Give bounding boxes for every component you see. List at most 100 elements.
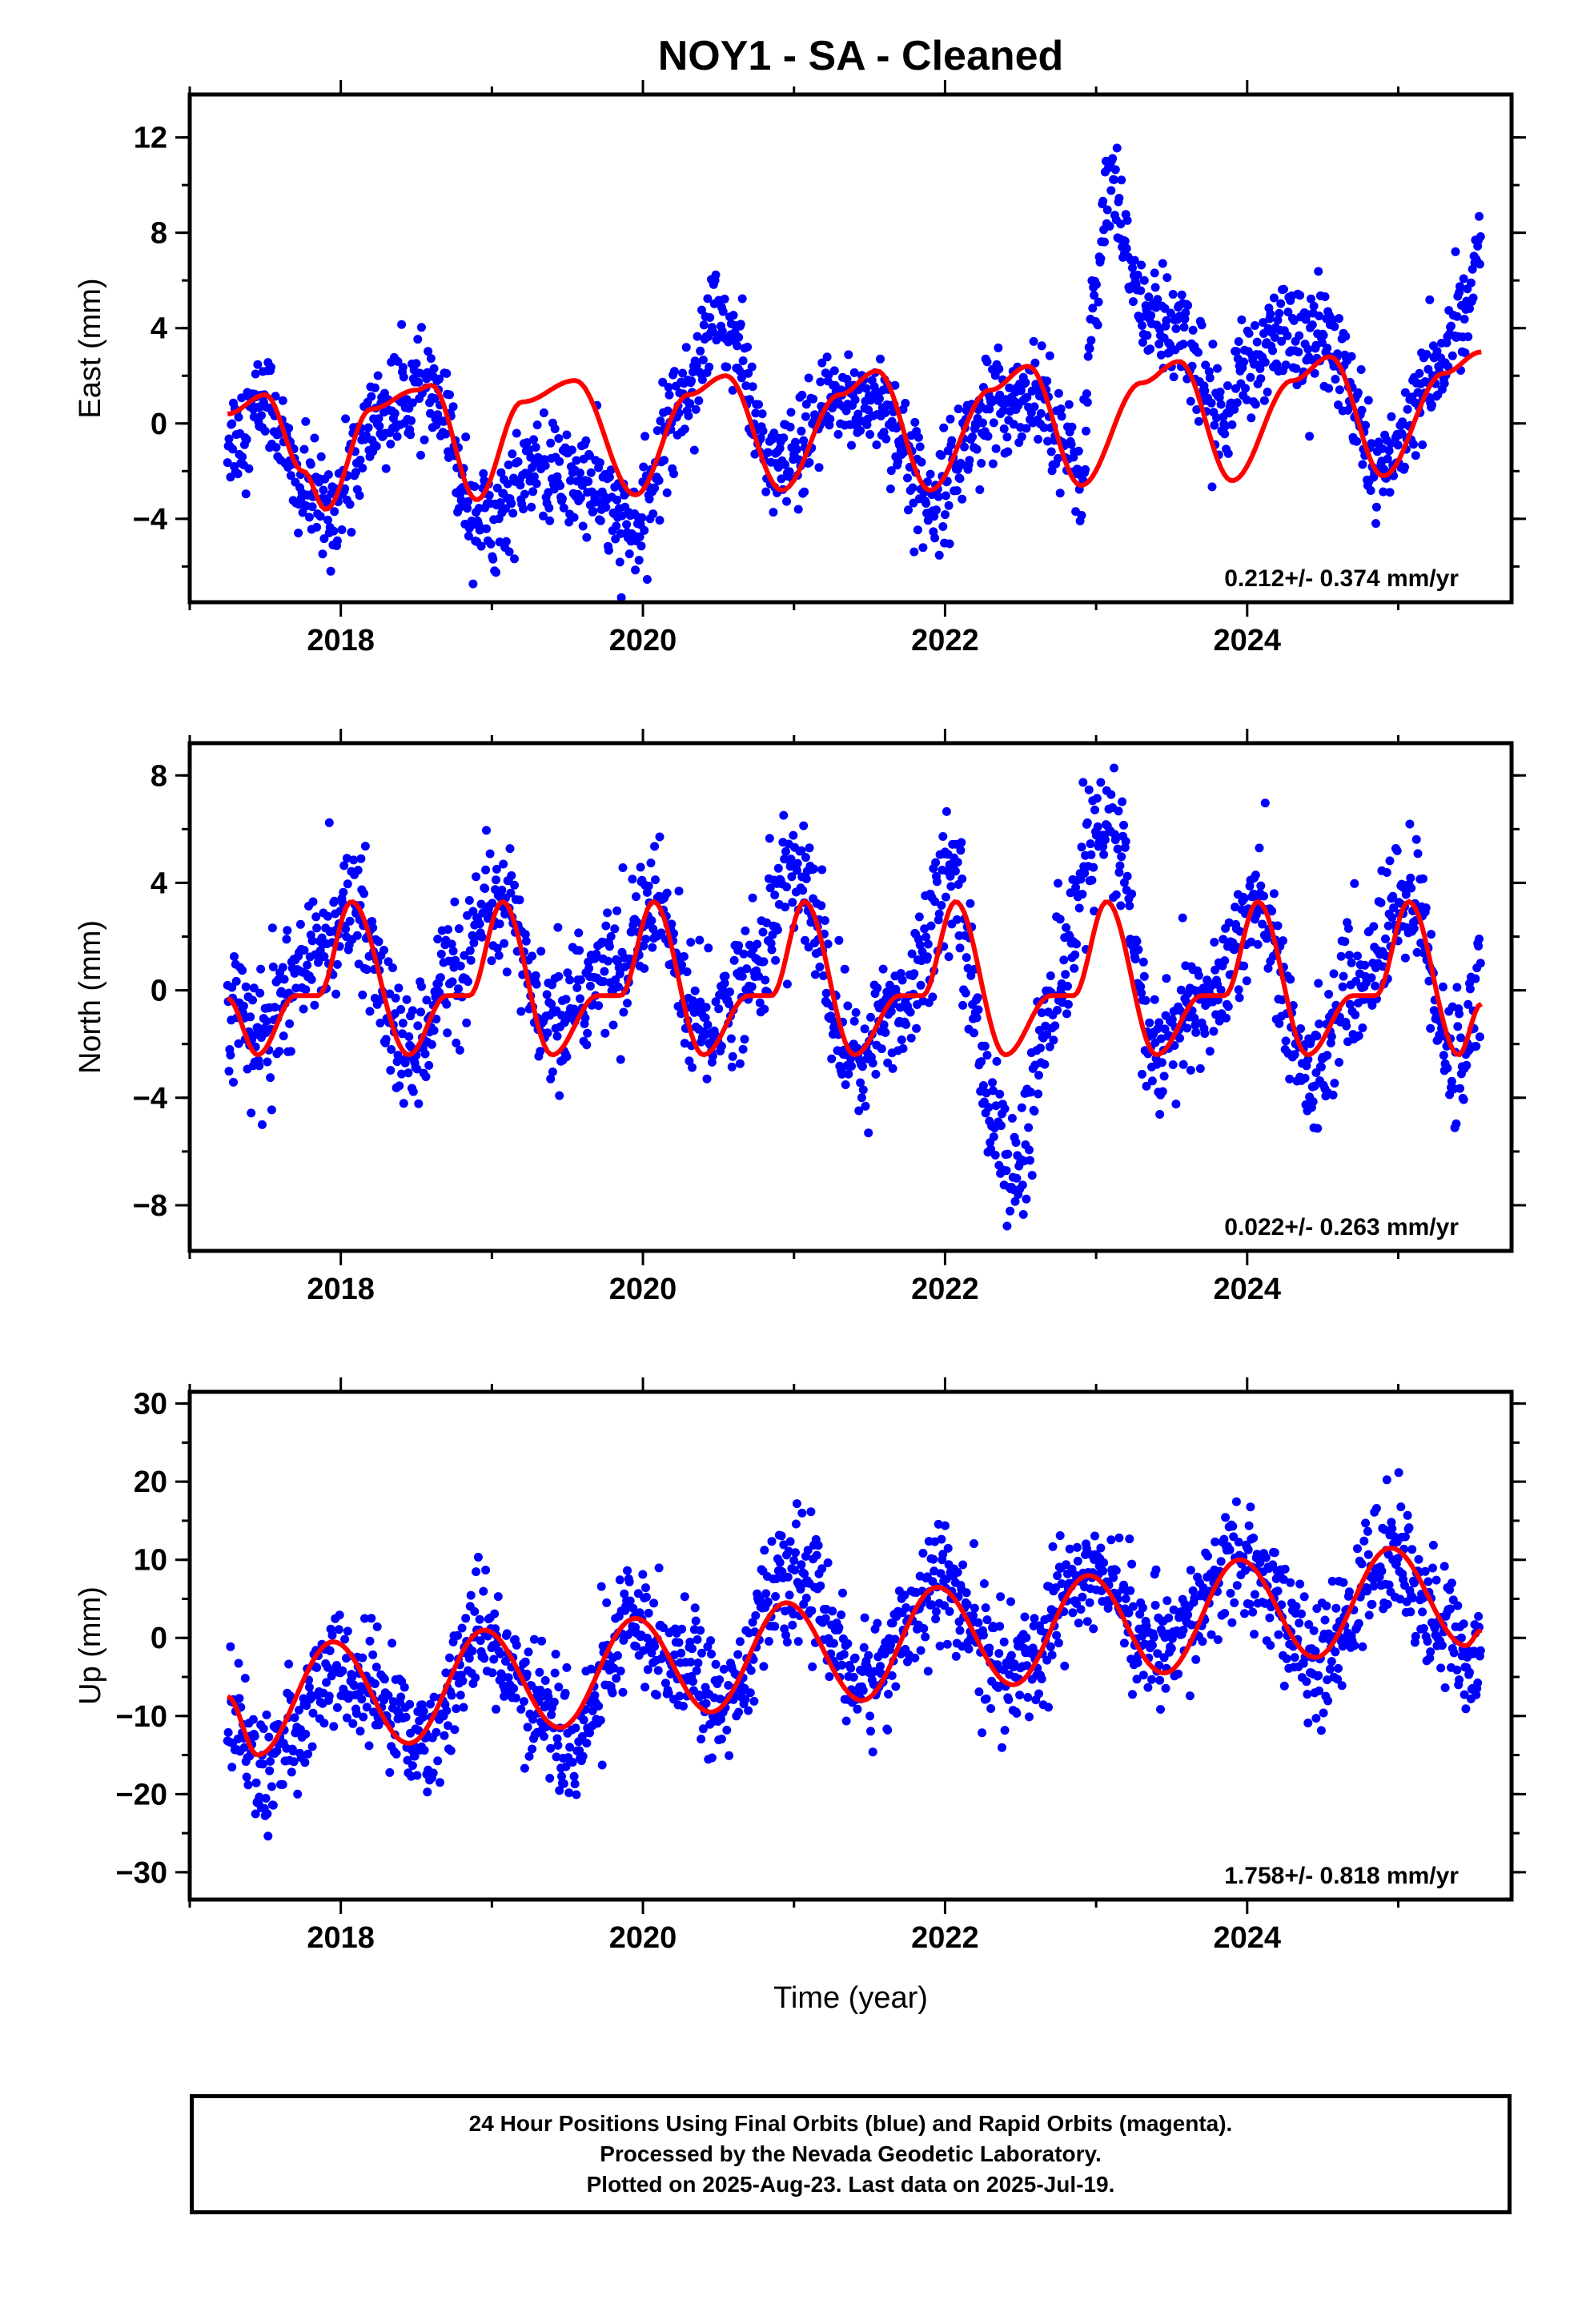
data-point xyxy=(883,1058,893,1068)
data-point xyxy=(512,1640,521,1650)
data-point xyxy=(604,942,614,951)
data-point xyxy=(1144,292,1154,302)
data-point xyxy=(326,566,335,576)
data-point xyxy=(829,1638,838,1648)
data-point xyxy=(1337,1681,1347,1691)
data-point xyxy=(828,1606,837,1616)
data-point xyxy=(1423,1577,1433,1586)
data-point xyxy=(443,1028,452,1038)
data-point xyxy=(1122,215,1132,225)
data-point xyxy=(1168,290,1178,299)
data-point xyxy=(1297,1609,1306,1618)
data-point xyxy=(414,1726,424,1735)
data-point xyxy=(677,1624,687,1634)
data-point xyxy=(685,1638,695,1647)
data-point xyxy=(1432,347,1442,356)
data-point xyxy=(940,1601,950,1610)
data-point xyxy=(1420,1566,1430,1576)
data-point xyxy=(307,936,317,946)
data-point xyxy=(879,1020,889,1030)
data-point xyxy=(470,482,480,491)
data-point xyxy=(1231,1497,1241,1506)
data-point xyxy=(278,396,287,405)
data-point xyxy=(1029,336,1038,346)
data-point xyxy=(1228,1522,1238,1531)
data-point xyxy=(398,1029,407,1039)
data-point xyxy=(571,1723,580,1733)
data-point xyxy=(358,990,367,999)
data-point xyxy=(931,858,941,867)
data-point xyxy=(1160,1024,1170,1034)
data-point xyxy=(393,356,403,366)
data-point xyxy=(1464,999,1473,1009)
data-point xyxy=(1074,446,1083,456)
data-point xyxy=(1194,416,1203,426)
data-point xyxy=(1430,1623,1439,1633)
data-point xyxy=(398,1019,408,1028)
data-point xyxy=(1114,1533,1124,1542)
data-point xyxy=(638,1570,648,1579)
data-point xyxy=(500,1691,509,1701)
data-point xyxy=(1259,318,1268,328)
data-point xyxy=(754,971,763,981)
data-point xyxy=(958,494,967,504)
data-point xyxy=(782,883,791,891)
data-point xyxy=(642,575,652,584)
data-point xyxy=(239,1001,248,1011)
data-point xyxy=(556,481,565,490)
data-point xyxy=(961,988,970,998)
data-point xyxy=(579,1715,588,1725)
data-point xyxy=(304,513,314,522)
data-point xyxy=(1241,384,1250,393)
data-point xyxy=(1317,338,1327,348)
data-point xyxy=(934,492,943,501)
data-point xyxy=(1162,316,1171,325)
data-point xyxy=(895,1003,905,1012)
data-point xyxy=(429,1692,439,1702)
data-point xyxy=(464,531,473,541)
data-point xyxy=(260,426,270,436)
data-point xyxy=(801,1594,811,1602)
data-point xyxy=(872,440,881,449)
data-point xyxy=(742,964,752,974)
data-point xyxy=(963,963,973,973)
data-point xyxy=(1367,1000,1377,1010)
data-point xyxy=(919,1624,929,1633)
data-point xyxy=(1143,1683,1153,1692)
data-point xyxy=(572,1790,581,1799)
data-point xyxy=(994,364,1004,374)
data-point xyxy=(817,358,827,368)
data-point xyxy=(310,1000,319,1010)
data-point xyxy=(513,457,523,466)
data-point xyxy=(1168,1060,1178,1069)
data-point xyxy=(1327,1657,1336,1667)
data-point xyxy=(1115,861,1125,870)
data-point xyxy=(585,981,595,991)
data-point xyxy=(1072,939,1081,949)
data-point xyxy=(522,1669,532,1679)
data-point xyxy=(447,939,456,949)
data-point xyxy=(412,1064,422,1074)
data-point xyxy=(1011,1138,1021,1148)
data-point xyxy=(996,1592,1006,1602)
data-point xyxy=(697,1648,706,1658)
data-point xyxy=(362,1703,371,1712)
data-point xyxy=(1138,321,1146,330)
data-point xyxy=(1459,274,1468,283)
y-tick-label: 0 xyxy=(151,975,167,1008)
data-point xyxy=(412,1771,422,1780)
data-point xyxy=(930,1537,940,1546)
data-point xyxy=(639,941,648,951)
data-point xyxy=(262,1710,271,1719)
data-point xyxy=(722,362,732,372)
data-point xyxy=(241,982,251,991)
data-point xyxy=(279,975,289,984)
data-point xyxy=(1110,175,1118,184)
data-point xyxy=(290,1713,299,1723)
data-point xyxy=(532,979,541,989)
data-point xyxy=(887,1671,897,1680)
data-point xyxy=(770,1622,780,1631)
data-point xyxy=(583,1028,592,1038)
data-point xyxy=(1363,396,1373,405)
data-point xyxy=(747,362,757,372)
